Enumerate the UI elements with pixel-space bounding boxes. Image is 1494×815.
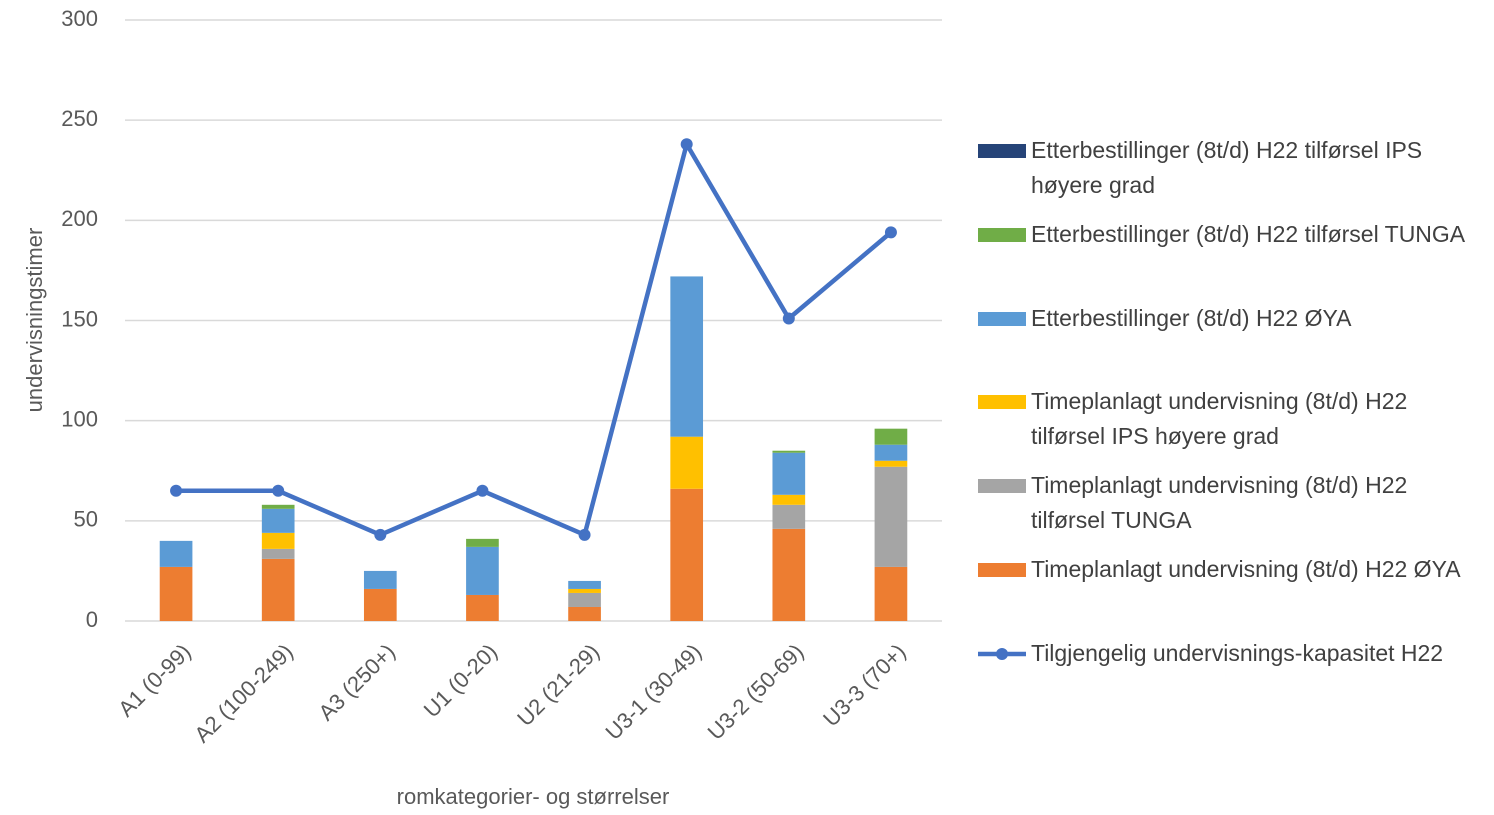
legend-item: Etterbestillinger (8t/d) H22 ØYA	[978, 301, 1478, 336]
legend-label: Timeplanlagt undervisning (8t/d) H22 ØYA	[1031, 556, 1461, 582]
legend-item: Timeplanlagt undervisning (8t/d) H22 ØYA	[978, 552, 1478, 587]
bar-segment	[874, 444, 908, 461]
legend-rect	[978, 227, 1026, 242]
legend-item: Timeplanlagt undervisning (8t/d) H22 til…	[978, 468, 1478, 538]
line	[176, 141, 893, 538]
y-tick-label: 0	[86, 607, 98, 632]
legend-rect	[978, 311, 1026, 326]
y-tick-label: 300	[61, 6, 98, 31]
bar-segment	[159, 540, 193, 567]
line-marker	[578, 528, 591, 541]
bar-segment	[159, 566, 193, 621]
legend-swatch	[978, 311, 1026, 326]
legend-marker	[996, 647, 1008, 660]
bar-segment	[466, 546, 499, 595]
bar-segment	[363, 570, 397, 589]
legend-rect	[978, 479, 1026, 494]
bar-segment	[568, 580, 601, 589]
legend-rect	[978, 395, 1026, 410]
legend-label: Etterbestillinger (8t/d) H22 tilførsel I…	[1031, 137, 1423, 198]
legend-item: Tilgjengelig undervisnings-kapasitet H22	[978, 636, 1478, 671]
legend-item: Timeplanlagt undervisning (8t/d) H22 til…	[978, 384, 1478, 454]
line-marker	[170, 484, 183, 497]
bar-segment	[568, 606, 601, 621]
legend-swatch	[978, 144, 1026, 158]
y-tick-label: 50	[74, 507, 98, 532]
bar-segment	[874, 466, 908, 567]
x-tick-label: A2 (100-249)	[189, 639, 297, 747]
bar-segment	[670, 488, 704, 621]
line-marker	[476, 484, 489, 497]
legend-label: Etterbestillinger (8t/d) H22 ØYA	[1031, 304, 1352, 331]
bar-segment	[772, 494, 806, 505]
legend-label: Tilgjengelig undervisnings-kapasitet H22	[1031, 639, 1444, 666]
x-tick-label: U3-3 (70+)	[818, 639, 910, 731]
bar-segment	[568, 588, 601, 593]
x-axis-label: romkategorier- og størrelser	[397, 784, 670, 809]
x-tick-label: U1 (0-20)	[419, 639, 502, 722]
bar-segment	[261, 504, 295, 509]
bar-segment	[874, 460, 908, 467]
legend-label: Timeplanlagt undervisning (8t/d) H22 til…	[1031, 472, 1408, 534]
line-marker	[272, 484, 285, 497]
y-axis-label: undervisningstimer	[22, 228, 47, 413]
bar-segment	[772, 450, 806, 453]
legend-rect	[978, 144, 1026, 158]
legend-rect	[978, 563, 1026, 577]
x-tick-label: U3-1 (30-49)	[600, 639, 706, 745]
bar-segment	[363, 588, 397, 621]
x-tick-label: U3-2 (50-69)	[703, 639, 809, 745]
legend-item: Etterbestillinger (8t/d) H22 tilførsel I…	[978, 133, 1478, 203]
legend-swatch	[978, 563, 1026, 577]
bar-segment	[261, 548, 295, 559]
bar-segment	[772, 452, 806, 495]
bar-segment	[261, 532, 295, 549]
bar-segment	[261, 558, 295, 621]
line-marker	[782, 312, 795, 325]
bar-segment	[670, 436, 704, 489]
legend-swatch	[978, 647, 1026, 660]
line-marker	[680, 138, 693, 151]
bar-segment	[261, 508, 295, 533]
legend-swatch	[978, 479, 1026, 494]
y-tick-label: 150	[61, 306, 98, 331]
bar-segment	[568, 592, 601, 607]
x-tick-label: A3 (250+)	[314, 639, 400, 725]
legend-swatch	[978, 395, 1026, 410]
legend-swatch	[978, 227, 1026, 242]
x-tick-label: A1 (0-99)	[113, 639, 196, 722]
bar-segment	[772, 504, 806, 529]
bar-segment	[772, 528, 806, 621]
bar-segment	[670, 276, 704, 437]
chart: undervisningstimer romkategorier- og stø…	[22, 6, 942, 809]
line-marker	[884, 226, 897, 239]
legend-item: Etterbestillinger (8t/d) H22 tilførsel T…	[978, 217, 1478, 252]
y-tick-label: 250	[61, 106, 98, 131]
bar-segment	[874, 566, 908, 621]
y-tick-label: 100	[61, 406, 98, 431]
line-marker	[374, 528, 387, 541]
legend-label: Etterbestillinger (8t/d) H22 tilførsel T…	[1031, 220, 1466, 247]
bar-segment	[466, 594, 499, 621]
x-tick-label: U2 (21-29)	[512, 639, 604, 731]
y-tick-label: 200	[61, 206, 98, 231]
legend-label: Timeplanlagt undervisning (8t/d) H22 til…	[1031, 388, 1408, 450]
bar-segment	[466, 538, 499, 547]
bar-segment	[874, 428, 908, 445]
